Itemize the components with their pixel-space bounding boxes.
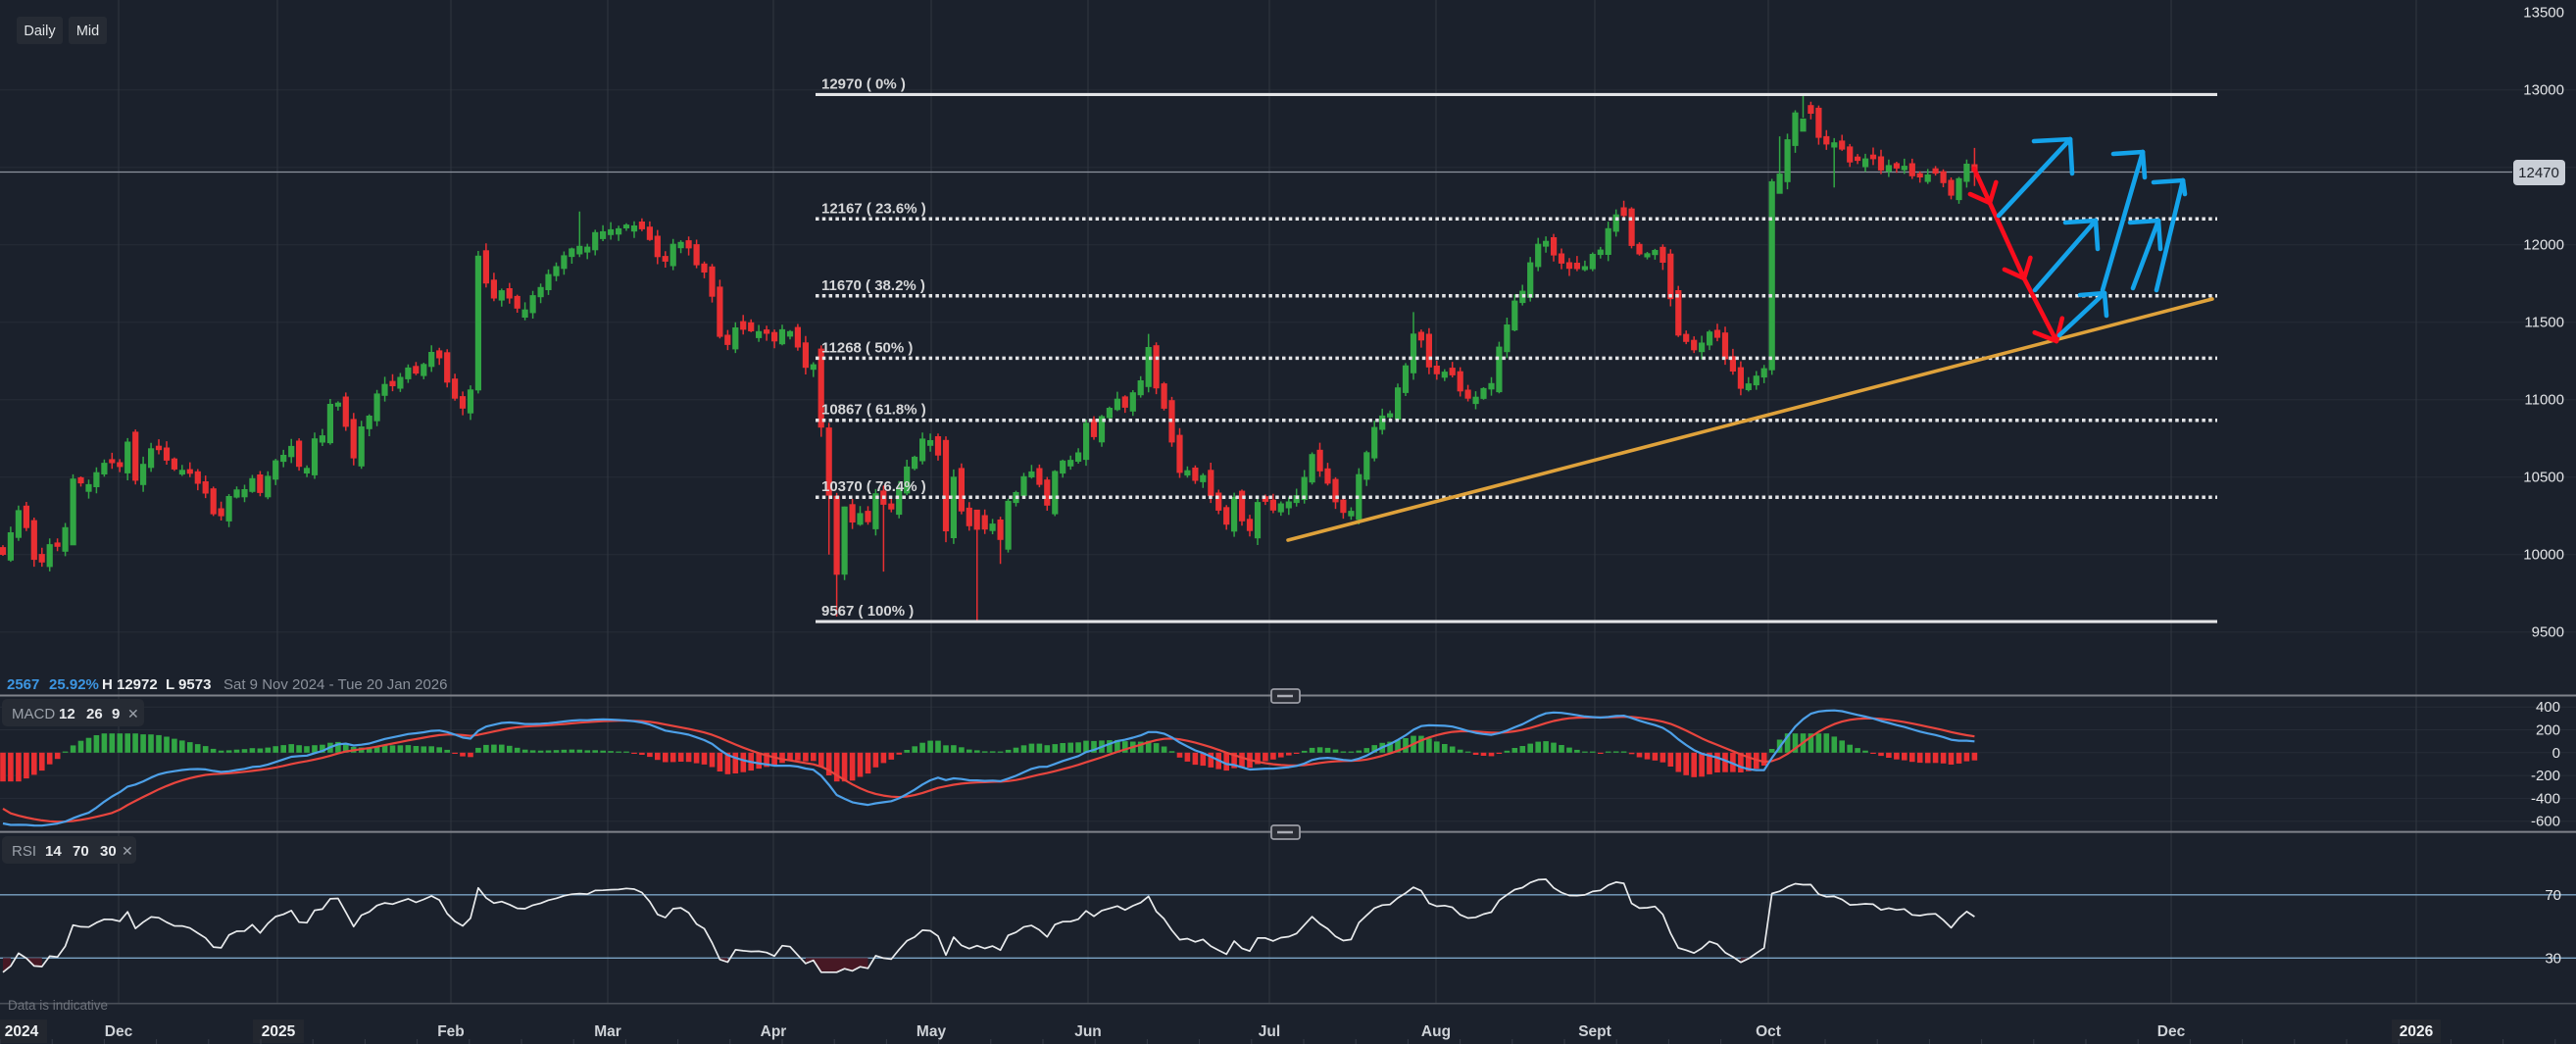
svg-text:9567 ( 100% ): 9567 ( 100% ) [821,603,914,620]
svg-text:10500: 10500 [2523,470,2564,486]
svg-text:200: 200 [2536,722,2560,739]
svg-text:2025: 2025 [262,1023,296,1040]
svg-text:Jul: Jul [1259,1023,1280,1040]
svg-text:12: 12 [59,706,75,722]
svg-text:Mid: Mid [76,24,99,39]
svg-text:30: 30 [2545,950,2561,967]
svg-text:11000: 11000 [2524,392,2564,409]
svg-text:2567: 2567 [7,676,39,693]
svg-text:2024: 2024 [5,1023,39,1040]
svg-text:400: 400 [2536,699,2560,716]
svg-text:10370 ( 76.4% ): 10370 ( 76.4% ) [821,478,926,495]
svg-text:70: 70 [73,843,89,860]
svg-text:12470: 12470 [2518,165,2559,181]
svg-text:Mar: Mar [594,1023,621,1040]
svg-text:10867 ( 61.8% ): 10867 ( 61.8% ) [821,402,926,419]
svg-text:9500: 9500 [2532,624,2564,641]
svg-text:H 12972: H 12972 [102,676,158,693]
svg-text:Jun: Jun [1074,1023,1102,1040]
svg-text:L 9573: L 9573 [166,676,211,693]
svg-text:RSI: RSI [12,843,36,860]
svg-text:2026: 2026 [2400,1023,2434,1040]
svg-text:Sat 9 Nov 2024 - Tue 20 Jan 20: Sat 9 Nov 2024 - Tue 20 Jan 2026 [223,676,448,693]
svg-text:Data is indicative: Data is indicative [8,998,108,1013]
svg-text:-200: -200 [2531,768,2560,784]
svg-text:Sept: Sept [1578,1023,1611,1040]
svg-text:Daily: Daily [24,24,56,39]
svg-text:MACD: MACD [12,706,55,722]
svg-text:10000: 10000 [2523,547,2564,564]
svg-text:Dec: Dec [2157,1023,2186,1040]
svg-text:25.92%: 25.92% [49,676,99,693]
svg-text:-400: -400 [2531,790,2560,807]
svg-text:Oct: Oct [1756,1023,1781,1040]
svg-text:12167 ( 23.6% ): 12167 ( 23.6% ) [821,200,926,217]
svg-text:Apr: Apr [761,1023,787,1040]
svg-text:26: 26 [86,706,103,722]
svg-text:11500: 11500 [2524,315,2564,331]
svg-text:Aug: Aug [1421,1023,1451,1040]
svg-text:✕: ✕ [122,843,133,859]
svg-text:13500: 13500 [2523,5,2564,22]
svg-text:May: May [916,1023,947,1040]
svg-text:Feb: Feb [437,1023,465,1040]
svg-text:-600: -600 [2531,814,2560,830]
svg-text:✕: ✕ [127,706,139,721]
svg-text:12970 ( 0% ): 12970 ( 0% ) [821,75,906,92]
svg-text:11670 ( 38.2% ): 11670 ( 38.2% ) [821,277,925,294]
svg-text:30: 30 [100,843,117,860]
svg-text:13000: 13000 [2523,82,2564,99]
svg-text:Dec: Dec [105,1023,133,1040]
svg-text:12000: 12000 [2523,237,2564,254]
svg-text:0: 0 [2552,745,2560,762]
svg-text:11268 ( 50% ): 11268 ( 50% ) [821,339,913,356]
svg-text:14: 14 [45,843,62,860]
svg-text:70: 70 [2545,887,2561,904]
svg-text:9: 9 [112,706,120,722]
